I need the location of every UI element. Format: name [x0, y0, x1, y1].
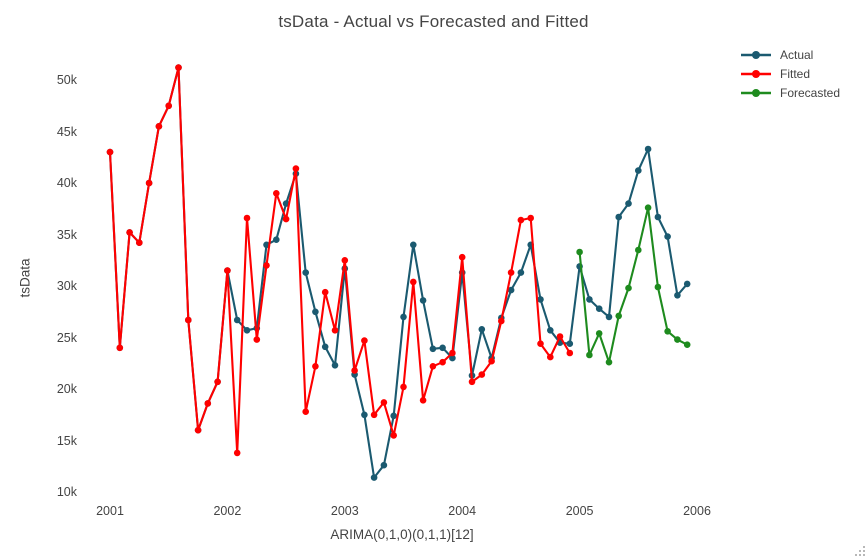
- x-tick-label: 2001: [96, 504, 124, 518]
- legend-label-fitted: Fitted: [780, 66, 811, 81]
- chart-title: tsData - Actual vs Forecasted and Fitted: [278, 12, 589, 31]
- legend-item-fitted[interactable]: Fitted: [740, 64, 840, 83]
- legend-label-actual: Actual: [780, 47, 814, 62]
- x-tick-label: 2006: [683, 504, 711, 518]
- x-tick-label: 2005: [565, 504, 594, 518]
- resize-grip-icon[interactable]: [853, 544, 866, 557]
- x-tick-label: 2004: [448, 504, 477, 518]
- legend-line-marker-icon: [741, 88, 771, 97]
- y-tick-label: 15k: [56, 433, 77, 448]
- series-fitted: [106, 64, 574, 457]
- y-tick-label: 40k: [56, 176, 77, 190]
- x-tick-label: 2003: [330, 504, 359, 518]
- legend-item-forecasted[interactable]: Forecasted: [740, 83, 840, 102]
- y-axis-title: tsData: [17, 258, 33, 298]
- legend-line-marker-icon: [741, 69, 771, 78]
- legend-item-actual[interactable]: Actual: [740, 45, 840, 64]
- legend: Actual Fitted Forecasted: [740, 45, 840, 102]
- y-tick-label: 35k: [56, 227, 77, 242]
- series-forecasted: [576, 204, 691, 366]
- x-axis-title: ARIMA(0,1,0)(0,1,1)[12]: [330, 527, 474, 542]
- y-tick-label: 20k: [56, 382, 77, 396]
- series-actual: [106, 64, 691, 481]
- y-tick-label: 50k: [56, 73, 77, 87]
- x-tick-label: 2002: [213, 504, 242, 518]
- legend-line-marker-icon: [741, 50, 771, 59]
- y-tick-label: 45k: [56, 124, 77, 139]
- y-tick-label: 10k: [56, 485, 77, 499]
- legend-label-forecasted: Forecasted: [780, 85, 841, 100]
- y-tick-label: 25k: [56, 330, 77, 345]
- y-tick-label: 30k: [56, 279, 77, 293]
